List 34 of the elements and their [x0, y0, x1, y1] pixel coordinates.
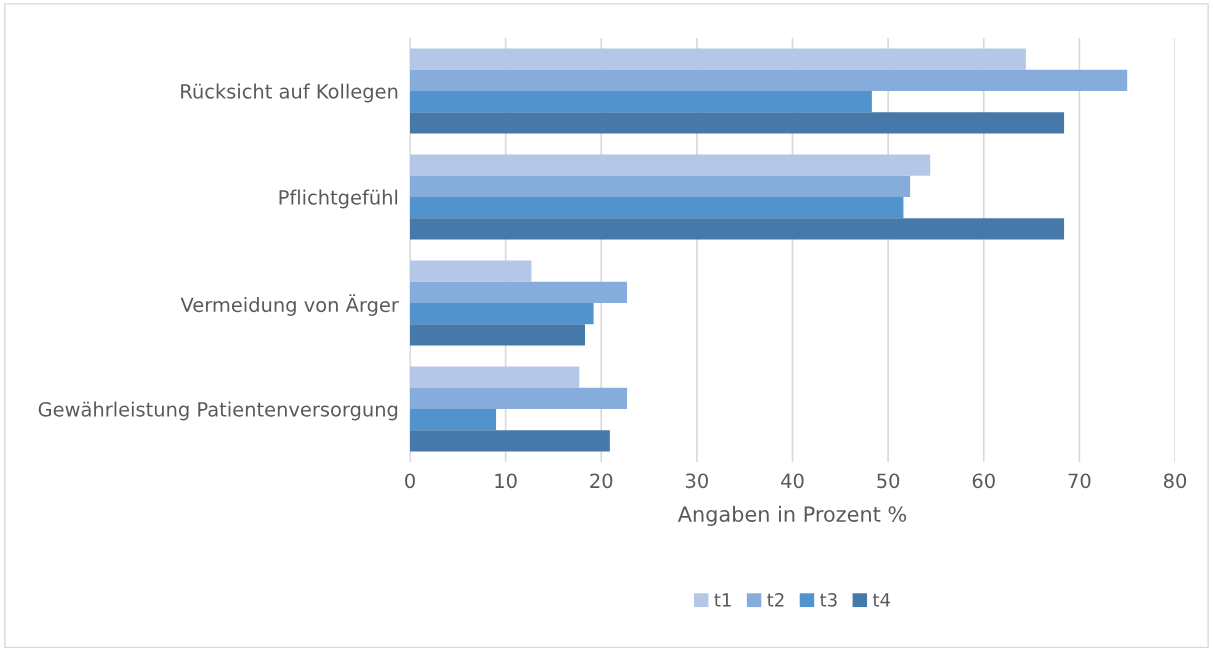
x-tick-label: 40	[781, 473, 804, 489]
legend-label: t3	[820, 593, 837, 607]
bar	[410, 366, 580, 388]
bar	[410, 281, 628, 303]
bar	[410, 260, 532, 282]
bar	[410, 48, 1026, 70]
x-tick-label: 60	[972, 473, 995, 489]
x-tick-label: 80	[1163, 473, 1187, 489]
bar	[410, 91, 872, 113]
x-tick-label: 70	[1068, 473, 1091, 489]
bar	[410, 409, 497, 431]
legend-label: t4	[872, 593, 891, 607]
bar	[410, 69, 1128, 91]
x-tick-label: 10	[495, 473, 517, 489]
y-tick-label: Vermeidung von Ärger	[180, 294, 399, 316]
y-tick-label: Rücksicht auf Kollegen	[181, 83, 398, 103]
bar	[410, 324, 585, 346]
bar	[410, 303, 594, 325]
x-tick-label: 0	[405, 473, 415, 489]
legend-label: t1	[714, 593, 731, 607]
bar	[410, 154, 931, 176]
y-tick-label: Pflichtgefühl	[279, 189, 398, 209]
x-tick-label: 30	[685, 473, 708, 489]
x-axis-title: Angaben in Prozent %	[677, 505, 907, 526]
bar	[410, 218, 1065, 240]
x-tick-label: 50	[877, 473, 900, 489]
legend-label: t2	[767, 593, 784, 607]
bar	[410, 112, 1065, 134]
x-tick-label: 20	[590, 473, 613, 489]
bar	[410, 175, 911, 197]
y-tick-label: Gewährleistung Patientenversorgung	[38, 401, 398, 421]
bar	[410, 387, 628, 409]
bar	[410, 197, 904, 219]
bar	[410, 430, 610, 452]
